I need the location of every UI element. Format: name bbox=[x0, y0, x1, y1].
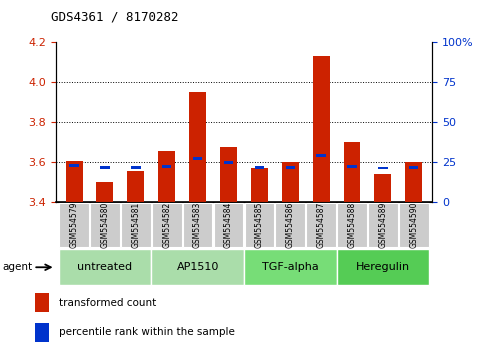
Text: untreated: untreated bbox=[77, 262, 132, 272]
Bar bbox=[337, 249, 429, 285]
Bar bbox=[66, 161, 83, 202]
Text: GSM554581: GSM554581 bbox=[131, 202, 141, 248]
Bar bbox=[343, 142, 360, 202]
Text: TGF-alpha: TGF-alpha bbox=[262, 262, 319, 272]
Bar bbox=[316, 154, 326, 157]
Text: GSM554580: GSM554580 bbox=[100, 201, 110, 248]
Bar bbox=[244, 249, 337, 285]
Bar bbox=[121, 203, 151, 247]
Bar bbox=[368, 203, 398, 247]
Bar bbox=[90, 203, 120, 247]
Text: GSM554590: GSM554590 bbox=[409, 201, 418, 248]
Bar bbox=[374, 174, 391, 202]
Text: GSM554589: GSM554589 bbox=[378, 201, 387, 248]
Text: AP1510: AP1510 bbox=[176, 262, 219, 272]
Bar bbox=[58, 249, 151, 285]
Bar bbox=[255, 166, 264, 169]
Bar bbox=[97, 182, 114, 202]
Text: agent: agent bbox=[2, 262, 32, 272]
Bar bbox=[244, 203, 274, 247]
Bar bbox=[251, 167, 268, 202]
Text: GSM554588: GSM554588 bbox=[347, 202, 356, 248]
Bar bbox=[282, 162, 298, 202]
Bar bbox=[183, 203, 213, 247]
Text: GSM554586: GSM554586 bbox=[286, 201, 295, 248]
Text: GSM554587: GSM554587 bbox=[317, 201, 326, 248]
Text: transformed count: transformed count bbox=[58, 298, 156, 308]
Bar bbox=[59, 203, 89, 247]
Text: GSM554585: GSM554585 bbox=[255, 201, 264, 248]
Bar bbox=[378, 167, 387, 169]
Bar bbox=[128, 171, 144, 202]
Bar bbox=[213, 203, 243, 247]
Bar bbox=[285, 166, 295, 169]
Bar bbox=[162, 165, 171, 168]
Bar bbox=[193, 157, 202, 160]
Text: percentile rank within the sample: percentile rank within the sample bbox=[58, 327, 234, 337]
Bar bbox=[158, 151, 175, 202]
Bar bbox=[313, 56, 329, 202]
Bar bbox=[275, 203, 305, 247]
Bar bbox=[399, 203, 428, 247]
Text: GSM554579: GSM554579 bbox=[70, 201, 79, 248]
Bar bbox=[151, 249, 244, 285]
Bar bbox=[152, 203, 182, 247]
Text: GSM554583: GSM554583 bbox=[193, 201, 202, 248]
Text: GDS4361 / 8170282: GDS4361 / 8170282 bbox=[51, 11, 178, 24]
Bar bbox=[224, 161, 233, 164]
Bar bbox=[306, 203, 336, 247]
Bar bbox=[35, 293, 49, 312]
Text: GSM554584: GSM554584 bbox=[224, 201, 233, 248]
Bar bbox=[405, 162, 422, 202]
Text: GSM554582: GSM554582 bbox=[162, 202, 171, 248]
Bar bbox=[337, 203, 367, 247]
Bar bbox=[220, 147, 237, 202]
Text: Heregulin: Heregulin bbox=[356, 262, 410, 272]
Bar bbox=[409, 166, 418, 169]
Bar bbox=[100, 166, 110, 169]
Bar bbox=[347, 165, 356, 168]
Bar bbox=[70, 164, 79, 167]
Bar bbox=[35, 323, 49, 342]
Bar bbox=[131, 166, 141, 169]
Bar bbox=[189, 92, 206, 202]
